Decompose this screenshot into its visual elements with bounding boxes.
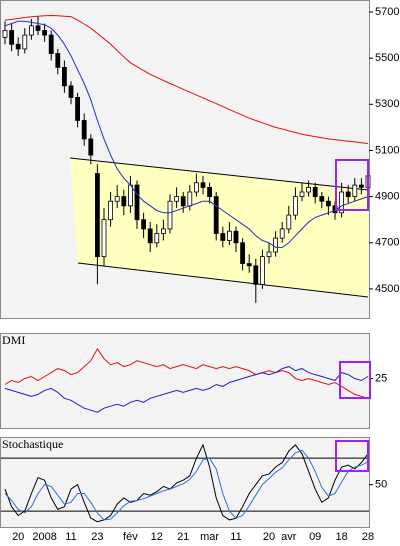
candle-body bbox=[299, 191, 305, 198]
panel-title: Stochastique bbox=[2, 437, 63, 451]
panel-title: DMI bbox=[2, 333, 25, 347]
x-tick-label: 20 bbox=[12, 531, 24, 543]
x-tick-label: 11 bbox=[65, 531, 76, 543]
highlight bbox=[335, 159, 369, 211]
y-tick-label: 4700 bbox=[375, 237, 399, 249]
candle-body bbox=[81, 120, 87, 140]
candle-body bbox=[127, 184, 133, 207]
candle-body bbox=[266, 251, 272, 258]
candle-body bbox=[220, 233, 226, 241]
highlight bbox=[339, 361, 371, 399]
candle-body bbox=[160, 228, 166, 234]
y-tick-label: 4500 bbox=[375, 283, 399, 295]
x-tick-label: mar bbox=[200, 531, 219, 543]
y-tick-label: 4900 bbox=[375, 191, 399, 203]
candle-body bbox=[358, 184, 364, 188]
candle-body bbox=[233, 230, 239, 244]
candle-body bbox=[154, 233, 160, 244]
candle-body bbox=[35, 25, 41, 31]
candle-body bbox=[286, 214, 292, 230]
candle-body bbox=[22, 34, 28, 50]
line bbox=[4, 347, 369, 399]
x-tick-label: 21 bbox=[177, 531, 189, 543]
y-tick-label: 25 bbox=[375, 372, 387, 384]
x-tick-label: 09 bbox=[309, 531, 321, 543]
x-tick-label: 11 bbox=[230, 531, 241, 543]
channel-bottom bbox=[77, 262, 369, 298]
highlight bbox=[335, 440, 369, 472]
x-tick-label: avr bbox=[281, 531, 297, 543]
candle-body bbox=[55, 53, 61, 68]
x-tick-label: 23 bbox=[91, 531, 103, 543]
candle-body bbox=[312, 186, 318, 198]
candle-body bbox=[213, 196, 219, 234]
candle-body bbox=[62, 66, 67, 87]
candle-body bbox=[226, 230, 232, 241]
line bbox=[4, 14, 369, 144]
y-tick-label: 5100 bbox=[375, 144, 399, 156]
candle-body bbox=[352, 184, 358, 198]
candle-body bbox=[253, 265, 259, 285]
candle-body bbox=[101, 219, 107, 258]
candle-body bbox=[292, 196, 298, 216]
x-tick-label: 28 bbox=[362, 531, 374, 543]
candle-body bbox=[207, 186, 213, 198]
candle-body bbox=[167, 200, 173, 230]
candle-body bbox=[339, 191, 345, 214]
candle-body bbox=[141, 219, 147, 230]
candle-body bbox=[259, 256, 265, 285]
candle-body bbox=[88, 138, 94, 156]
candle-body bbox=[200, 182, 206, 188]
candle-body bbox=[345, 191, 351, 198]
candle-body bbox=[134, 184, 140, 221]
y-tick-label: 50 bbox=[375, 479, 387, 491]
channel bbox=[70, 158, 368, 297]
line bbox=[4, 449, 369, 521]
candle-body bbox=[121, 196, 127, 207]
candle-body bbox=[279, 228, 285, 239]
candle-body bbox=[15, 43, 21, 50]
y-tick-label: 5300 bbox=[375, 98, 399, 110]
x-tick-label: 2008 bbox=[32, 531, 56, 543]
candle-body bbox=[95, 173, 100, 258]
x-tick-label: 12 bbox=[151, 531, 163, 543]
x-tick-label: fév bbox=[123, 531, 138, 543]
dmi-panel bbox=[0, 333, 370, 429]
candle-body bbox=[28, 25, 34, 36]
candle-body bbox=[48, 34, 54, 54]
candle-body bbox=[108, 200, 113, 221]
candle-body bbox=[180, 196, 186, 207]
x-tick-label: 20 bbox=[263, 531, 275, 543]
candle-body bbox=[325, 200, 331, 207]
channel-top bbox=[69, 157, 369, 191]
candle-body bbox=[42, 30, 47, 36]
line bbox=[4, 20, 369, 248]
candle-body bbox=[246, 263, 252, 267]
candle-body bbox=[9, 30, 15, 45]
candle-body bbox=[273, 237, 279, 253]
y-tick-label: 5500 bbox=[375, 52, 399, 64]
candle-body bbox=[306, 186, 312, 193]
candle-body bbox=[240, 242, 246, 264]
candle-body bbox=[114, 196, 120, 202]
candle-body bbox=[147, 228, 153, 244]
candle-body bbox=[187, 191, 193, 207]
candle-body bbox=[2, 30, 8, 38]
candle-body bbox=[68, 85, 74, 98]
candle-body bbox=[319, 196, 325, 202]
candle-body bbox=[174, 196, 180, 202]
line bbox=[4, 366, 369, 413]
y-tick-label: 5700 bbox=[375, 6, 399, 18]
candle-body bbox=[75, 96, 80, 121]
candle-body bbox=[193, 182, 199, 193]
x-tick-label: 18 bbox=[335, 531, 347, 543]
